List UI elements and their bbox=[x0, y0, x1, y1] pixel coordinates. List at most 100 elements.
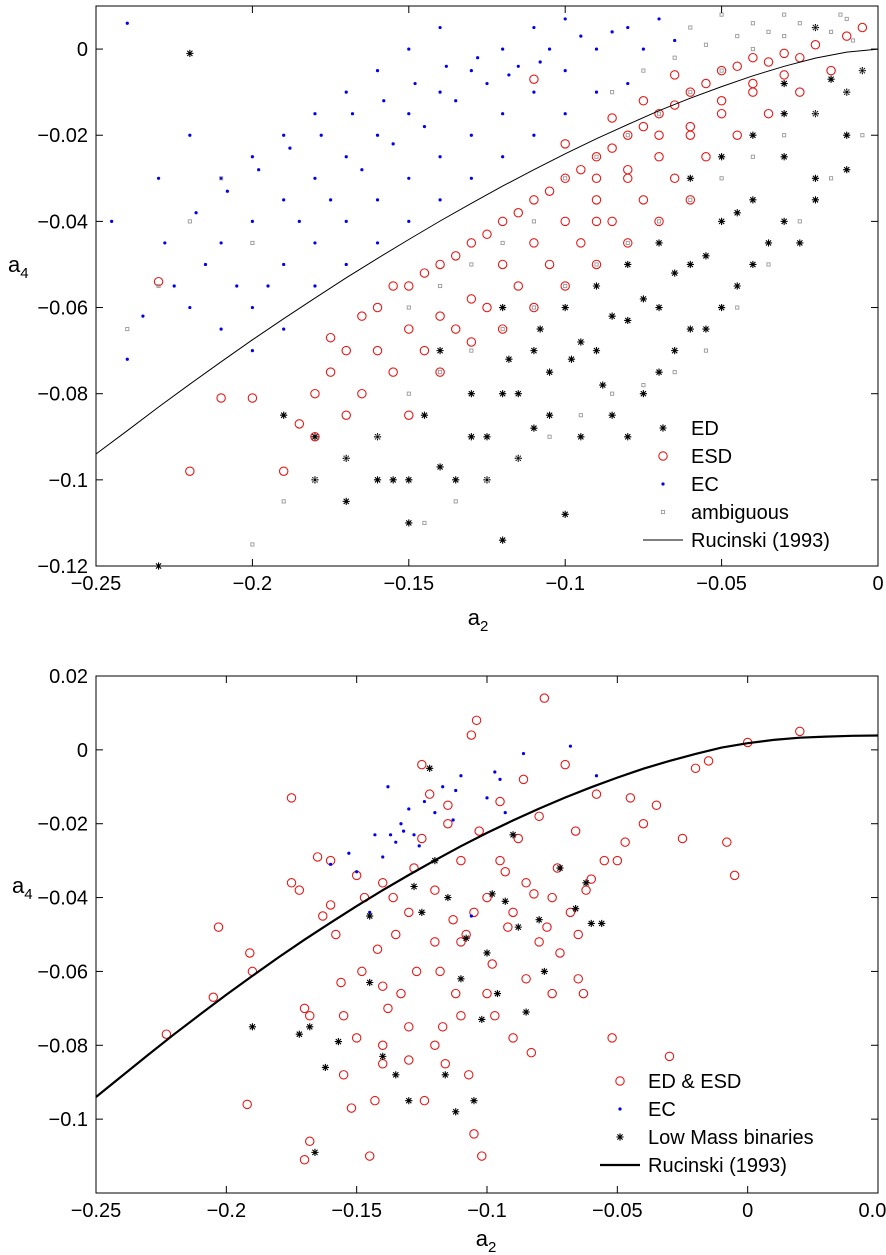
legend-entry: Rucinski (1993) bbox=[600, 1155, 787, 1177]
y-tick-label: −0.04 bbox=[37, 211, 88, 233]
data-point bbox=[535, 916, 543, 924]
data-point bbox=[375, 198, 380, 202]
data-point bbox=[466, 337, 477, 347]
data-point bbox=[547, 892, 557, 903]
x-tick-label: 0 bbox=[742, 1200, 753, 1222]
legend-marker bbox=[658, 451, 668, 461]
data-point bbox=[518, 774, 529, 785]
data-point bbox=[125, 357, 129, 361]
data-point bbox=[294, 885, 305, 895]
data-point bbox=[250, 542, 255, 547]
data-point bbox=[501, 155, 505, 159]
data-point bbox=[763, 57, 774, 67]
data-point bbox=[623, 130, 633, 140]
data-point bbox=[544, 186, 555, 196]
data-point bbox=[250, 240, 255, 245]
data-point bbox=[450, 324, 461, 334]
data-point bbox=[483, 476, 491, 484]
data-point bbox=[388, 367, 398, 377]
chart-top-ylabel: a4 bbox=[8, 252, 29, 282]
data-point bbox=[539, 693, 550, 703]
data-point bbox=[313, 284, 317, 288]
data-point bbox=[639, 390, 647, 398]
data-point bbox=[454, 788, 458, 793]
data-point bbox=[509, 831, 517, 839]
data-point bbox=[438, 370, 443, 375]
data-point bbox=[250, 219, 254, 223]
data-point bbox=[325, 900, 336, 910]
series-ec bbox=[110, 17, 677, 361]
data-point bbox=[466, 730, 477, 740]
data-point bbox=[672, 55, 677, 60]
data-point bbox=[563, 17, 567, 21]
data-point bbox=[443, 818, 453, 829]
x-tick-label: −0.2 bbox=[233, 573, 272, 595]
data-point bbox=[344, 219, 348, 223]
data-point bbox=[459, 774, 463, 778]
data-point bbox=[438, 90, 442, 94]
data-point bbox=[719, 68, 724, 73]
data-point bbox=[655, 303, 663, 312]
data-point bbox=[521, 974, 531, 984]
y-tick-label: −0.06 bbox=[37, 961, 88, 983]
data-point bbox=[419, 1095, 430, 1106]
data-point bbox=[795, 52, 805, 63]
data-point bbox=[312, 477, 318, 482]
data-point bbox=[357, 311, 367, 321]
chart-top-legend: ED ESD EC ambiguous Rucinski (1993) bbox=[643, 418, 830, 552]
data-point bbox=[581, 885, 591, 895]
data-point bbox=[469, 907, 479, 918]
data-point bbox=[669, 173, 680, 184]
data-point bbox=[545, 411, 554, 419]
data-point bbox=[827, 75, 835, 83]
data-point bbox=[388, 833, 393, 837]
legend-marker bbox=[615, 1076, 625, 1086]
data-point bbox=[186, 49, 194, 57]
data-point bbox=[701, 78, 711, 89]
data-point bbox=[497, 324, 508, 334]
data-point bbox=[826, 65, 836, 76]
legend-label: Rucinski (1993) bbox=[691, 530, 830, 552]
data-point bbox=[843, 131, 851, 139]
data-point bbox=[686, 325, 694, 333]
data-point bbox=[377, 878, 388, 888]
data-point bbox=[719, 12, 724, 17]
data-point bbox=[286, 878, 297, 888]
data-point bbox=[466, 238, 477, 248]
data-point bbox=[441, 785, 445, 789]
data-point bbox=[375, 69, 380, 73]
data-point bbox=[500, 240, 505, 245]
data-point bbox=[235, 284, 239, 288]
data-point bbox=[560, 216, 570, 227]
data-point bbox=[547, 47, 552, 51]
x-tick-label: −0.05 bbox=[696, 573, 747, 595]
data-point bbox=[417, 833, 427, 844]
data-point bbox=[578, 413, 583, 418]
data-point bbox=[608, 312, 616, 320]
data-point bbox=[688, 197, 693, 202]
data-point bbox=[503, 811, 507, 815]
data-point bbox=[703, 42, 709, 47]
data-point bbox=[858, 67, 866, 75]
data-point bbox=[482, 302, 492, 313]
data-point bbox=[750, 154, 755, 159]
data-point bbox=[299, 1155, 310, 1165]
data-point bbox=[483, 949, 491, 957]
data-point bbox=[813, 25, 818, 30]
data-point bbox=[718, 153, 726, 161]
data-point bbox=[560, 139, 570, 149]
data-point bbox=[185, 466, 195, 476]
chart-bottom-x-axis: −0.25 −0.2 −0.15 −0.1 −0.05 0 0.05 bbox=[71, 676, 886, 1222]
legend-marker bbox=[659, 424, 667, 432]
data-point bbox=[526, 1047, 537, 1058]
data-point bbox=[536, 325, 544, 333]
data-point bbox=[331, 929, 341, 940]
legend-marker bbox=[661, 482, 665, 486]
data-point bbox=[599, 381, 607, 389]
data-point bbox=[563, 176, 568, 181]
data-point bbox=[437, 1022, 448, 1032]
data-point bbox=[450, 251, 461, 261]
data-point bbox=[360, 168, 364, 172]
data-point bbox=[733, 209, 741, 217]
data-point bbox=[469, 1129, 479, 1139]
